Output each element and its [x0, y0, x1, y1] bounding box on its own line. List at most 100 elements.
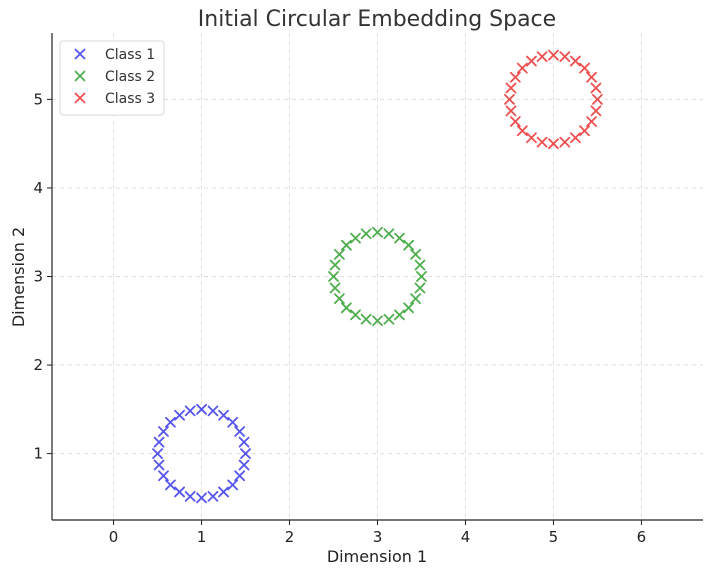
- data-point: [196, 492, 207, 504]
- data-point: [414, 282, 426, 294]
- data-point: [340, 239, 352, 251]
- data-point: [152, 448, 163, 459]
- data-point: [414, 259, 426, 271]
- data-point: [329, 282, 341, 294]
- data-point: [548, 138, 559, 150]
- data-point: [403, 302, 415, 314]
- data-point: [526, 55, 537, 67]
- data-point: [416, 271, 427, 282]
- legend-label: Class 2: [105, 69, 155, 85]
- series-3: [504, 49, 603, 150]
- axes: 0 1 2 3 4 5 6 1 2 3 4 5: [33, 33, 703, 546]
- data-point: [207, 490, 219, 502]
- data-point: [360, 228, 372, 240]
- y-tick-label: 4: [33, 179, 43, 197]
- data-point: [218, 486, 229, 498]
- data-point: [234, 426, 246, 437]
- data-point: [234, 470, 246, 482]
- data-point: [403, 239, 415, 251]
- data-point: [504, 94, 515, 105]
- data-point: [184, 405, 196, 417]
- data-point: [509, 71, 521, 83]
- data-point: [158, 470, 169, 482]
- legend: Class 1 Class 2 Class 3: [59, 40, 165, 116]
- data-point: [334, 293, 345, 305]
- data-point: [586, 71, 597, 83]
- x-tick-label: 3: [373, 528, 383, 546]
- data-point: [410, 293, 421, 305]
- data-point: [207, 405, 219, 417]
- data-point: [579, 125, 590, 137]
- data-points: [152, 49, 603, 504]
- data-point: [505, 105, 517, 117]
- data-point: [227, 479, 239, 491]
- data-point: [238, 459, 250, 471]
- data-point: [570, 55, 581, 67]
- chart-title: Initial Circular Embedding Space: [198, 7, 556, 32]
- data-point: [394, 309, 405, 321]
- grid: [52, 33, 703, 520]
- y-axis-label: Dimension 2: [9, 227, 28, 327]
- x-tick-label: 5: [549, 528, 559, 546]
- data-point: [590, 105, 602, 117]
- y-tick-label: 2: [33, 356, 43, 374]
- data-point: [174, 409, 185, 421]
- data-point: [350, 232, 361, 244]
- data-point: [360, 313, 372, 325]
- data-point: [350, 309, 361, 321]
- data-point: [329, 259, 341, 271]
- data-point: [592, 94, 603, 105]
- y-tick-label: 1: [33, 445, 43, 463]
- legend-marker: [74, 48, 86, 60]
- x-axis-label: Dimension 1: [327, 547, 427, 566]
- data-point: [158, 426, 169, 437]
- data-point: [516, 125, 528, 137]
- data-point: [516, 62, 528, 74]
- data-point: [372, 315, 383, 327]
- x-tick-label: 2: [285, 528, 295, 546]
- data-point: [372, 226, 383, 238]
- x-tick-label: 6: [637, 528, 647, 546]
- data-point: [174, 486, 185, 498]
- data-point: [340, 302, 352, 314]
- data-point: [559, 136, 571, 148]
- data-point: [383, 313, 395, 325]
- data-point: [536, 136, 548, 148]
- legend-label: Class 1: [105, 47, 155, 63]
- data-point: [579, 62, 590, 74]
- legend-marker: [74, 92, 86, 104]
- data-point: [238, 436, 250, 448]
- data-point: [328, 271, 339, 282]
- data-point: [165, 479, 176, 491]
- data-point: [196, 403, 207, 415]
- y-tick-label: 3: [33, 268, 43, 286]
- data-point: [394, 232, 405, 244]
- y-tick-label: 5: [33, 90, 43, 108]
- data-point: [586, 116, 597, 127]
- series-2: [328, 226, 427, 327]
- data-point: [559, 51, 571, 63]
- data-point: [334, 248, 345, 260]
- data-point: [218, 409, 229, 421]
- data-point: [526, 132, 537, 144]
- data-point: [505, 82, 517, 94]
- legend-marker: [74, 70, 86, 82]
- data-point: [184, 490, 196, 502]
- data-point: [153, 436, 165, 448]
- legend-box: [59, 40, 165, 116]
- data-point: [227, 416, 239, 428]
- data-point: [240, 448, 251, 459]
- x-tick-label: 0: [109, 528, 119, 546]
- x-tick-label: 4: [461, 528, 471, 546]
- series-1: [152, 403, 251, 504]
- data-point: [410, 248, 421, 260]
- data-point: [383, 228, 395, 240]
- data-point: [165, 416, 176, 428]
- data-point: [590, 82, 602, 94]
- data-point: [153, 459, 165, 471]
- data-point: [509, 116, 521, 127]
- legend-label: Class 3: [105, 91, 155, 107]
- data-point: [536, 51, 548, 63]
